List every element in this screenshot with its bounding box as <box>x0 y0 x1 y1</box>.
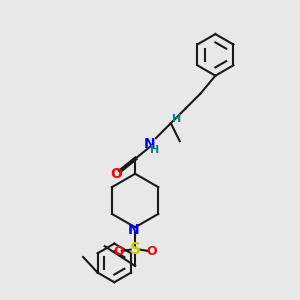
Text: H: H <box>150 145 159 155</box>
Text: N: N <box>144 137 156 151</box>
Text: N: N <box>128 223 140 237</box>
Text: O: O <box>146 244 157 258</box>
Text: O: O <box>110 167 122 181</box>
Text: S: S <box>130 242 141 257</box>
Text: H: H <box>172 114 182 124</box>
Text: O: O <box>113 244 124 258</box>
